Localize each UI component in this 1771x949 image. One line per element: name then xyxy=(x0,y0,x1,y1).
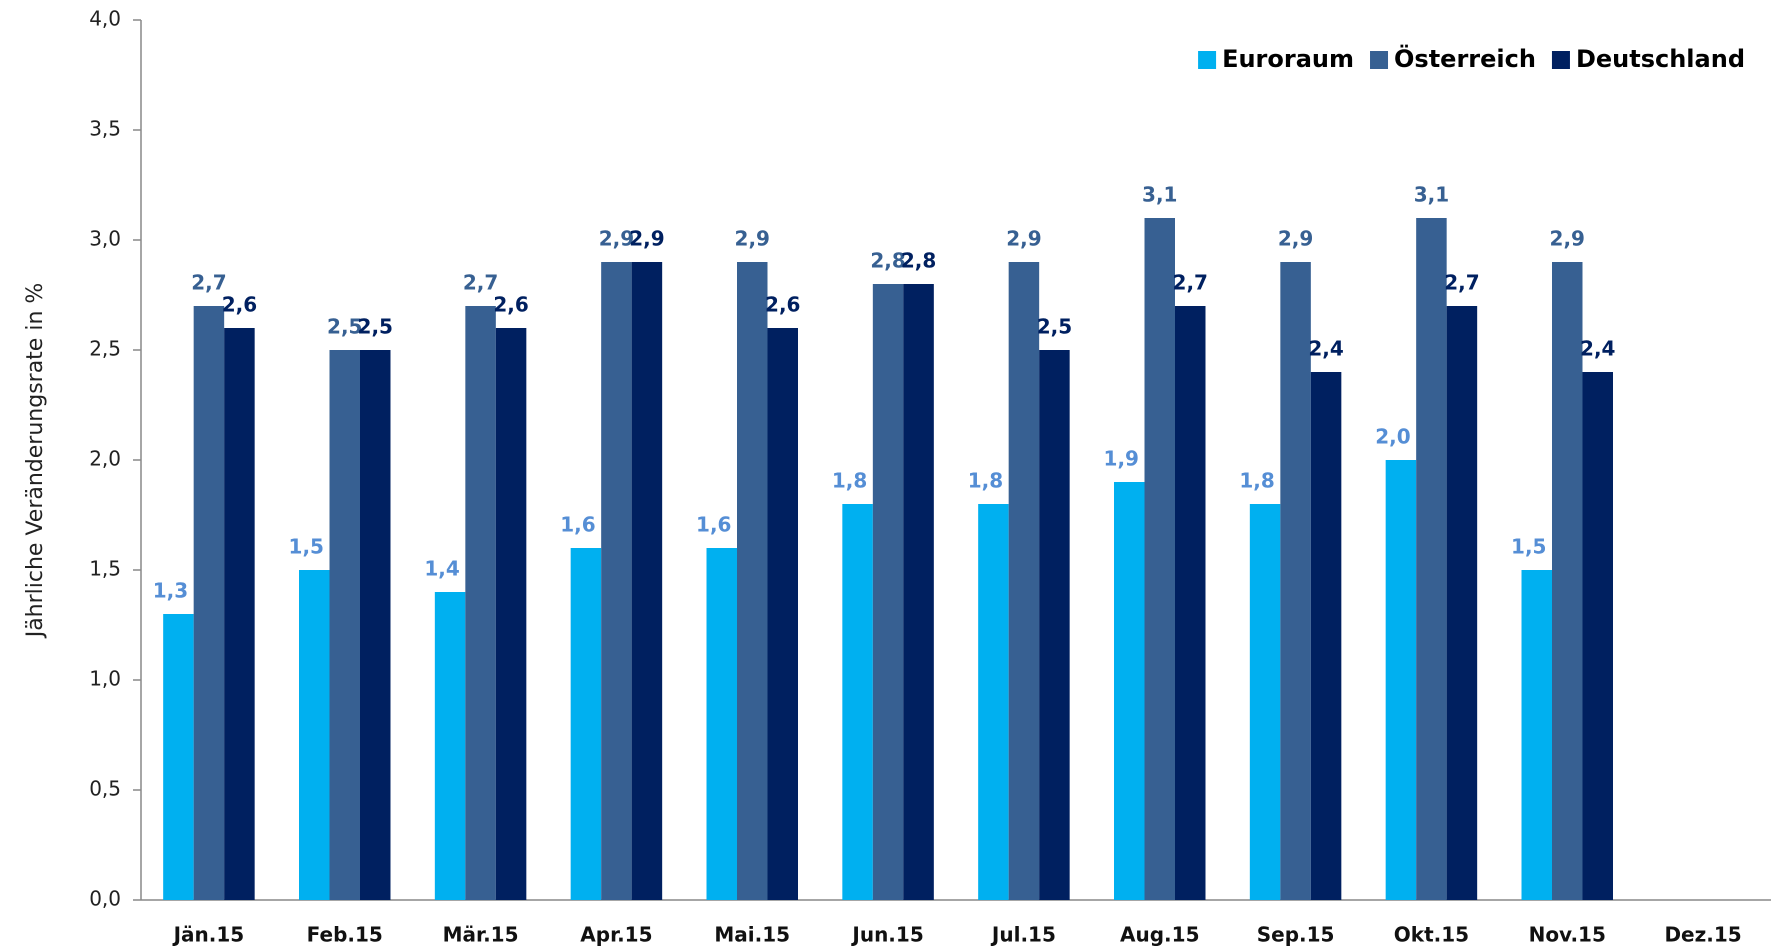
value-label: 2,7 xyxy=(191,271,226,295)
value-label: 1,6 xyxy=(560,513,595,537)
value-label: 2,9 xyxy=(735,227,770,251)
x-tick-label: Jul.15 xyxy=(990,923,1056,947)
bar xyxy=(1446,306,1478,900)
value-label: 1,6 xyxy=(696,513,731,537)
bar xyxy=(1385,460,1417,900)
x-tick-label: Nov.15 xyxy=(1529,923,1606,947)
bar xyxy=(706,548,737,900)
value-label: 1,9 xyxy=(1104,447,1139,471)
x-tick-label: Jän.15 xyxy=(172,923,245,947)
bar xyxy=(1582,372,1613,900)
legend-label: Euroraum xyxy=(1222,45,1354,73)
bar xyxy=(1310,372,1342,900)
bar xyxy=(737,262,768,900)
bar xyxy=(1416,218,1447,900)
value-label: 2,8 xyxy=(870,249,905,273)
bar xyxy=(163,614,194,900)
bar xyxy=(329,350,360,900)
legend-label: Österreich xyxy=(1394,43,1536,73)
bar xyxy=(495,328,527,900)
bar xyxy=(1521,570,1552,900)
bar xyxy=(903,284,934,900)
bar xyxy=(570,548,602,900)
x-tick-label: Sep.15 xyxy=(1257,923,1335,947)
bar xyxy=(767,328,798,900)
bar xyxy=(1280,262,1311,900)
value-label: 1,5 xyxy=(289,535,324,559)
value-label: 2,0 xyxy=(1375,425,1410,449)
x-tick-label: Aug.15 xyxy=(1120,923,1199,947)
value-label: 2,5 xyxy=(1037,315,1072,339)
bar xyxy=(601,262,632,900)
value-label: 2,9 xyxy=(629,227,664,251)
bar xyxy=(1552,262,1583,900)
value-label: 2,7 xyxy=(1173,271,1208,295)
value-label: 2,6 xyxy=(222,293,257,317)
x-tick-label: Mai.15 xyxy=(714,923,790,947)
bar xyxy=(1008,262,1040,900)
bar xyxy=(193,306,225,900)
value-label: 2,4 xyxy=(1580,337,1615,361)
value-label: 1,3 xyxy=(153,579,188,603)
x-tick-label: Feb.15 xyxy=(307,923,383,947)
value-label: 1,8 xyxy=(968,469,1003,493)
bar xyxy=(1175,306,1206,900)
legend-swatch xyxy=(1551,51,1570,69)
y-tick-label: 1,5 xyxy=(89,557,121,581)
y-tick-label: 1,0 xyxy=(89,667,121,691)
value-label: 1,8 xyxy=(1239,469,1274,493)
bar xyxy=(224,328,255,900)
legend-swatch xyxy=(1370,51,1389,69)
bar xyxy=(842,504,873,900)
bar xyxy=(978,504,1009,900)
value-label: 2,9 xyxy=(1006,227,1041,251)
bar xyxy=(1144,218,1175,900)
bar xyxy=(299,570,330,900)
value-label: 3,1 xyxy=(1414,183,1449,207)
y-tick-label: 3,5 xyxy=(89,117,121,141)
value-label: 2,6 xyxy=(765,293,800,317)
value-label: 3,1 xyxy=(1142,183,1177,207)
value-label: 2,9 xyxy=(1278,227,1313,251)
y-tick-label: 2,0 xyxy=(89,447,121,471)
x-tick-label: Apr.15 xyxy=(580,923,652,947)
y-tick-label: 4,0 xyxy=(89,7,121,31)
bar xyxy=(872,284,904,900)
y-tick-label: 0,5 xyxy=(89,777,121,801)
value-label: 1,5 xyxy=(1511,535,1546,559)
value-label: 2,9 xyxy=(1550,227,1585,251)
value-label: 2,9 xyxy=(599,227,634,251)
value-label: 1,4 xyxy=(424,557,459,581)
bar xyxy=(360,350,391,900)
bar xyxy=(631,262,663,900)
x-tick-label: Jun.15 xyxy=(850,923,923,947)
legend-swatch xyxy=(1198,51,1217,69)
bar xyxy=(1114,482,1145,900)
y-tick-label: 3,0 xyxy=(89,227,121,251)
value-label: 1,8 xyxy=(832,469,867,493)
x-tick-label: Dez.15 xyxy=(1664,923,1741,947)
y-tick-label: 2,5 xyxy=(89,337,121,361)
value-label: 2,8 xyxy=(901,249,936,273)
value-label: 2,7 xyxy=(1444,271,1479,295)
y-tick-label: 0,0 xyxy=(89,887,121,911)
bar xyxy=(1039,350,1070,900)
value-label: 2,6 xyxy=(493,293,528,317)
x-tick-label: Okt.15 xyxy=(1394,923,1469,947)
x-tick-label: Mär.15 xyxy=(443,923,519,947)
legend-label: Deutschland xyxy=(1576,45,1745,73)
y-axis-label: Jährliche Veränderungsrate in % xyxy=(23,283,48,640)
value-label: 2,5 xyxy=(327,315,362,339)
value-label: 2,4 xyxy=(1308,337,1343,361)
bar xyxy=(465,306,496,900)
bar xyxy=(434,592,466,900)
bar xyxy=(1249,504,1281,900)
value-label: 2,5 xyxy=(358,315,393,339)
value-label: 2,7 xyxy=(463,271,498,295)
